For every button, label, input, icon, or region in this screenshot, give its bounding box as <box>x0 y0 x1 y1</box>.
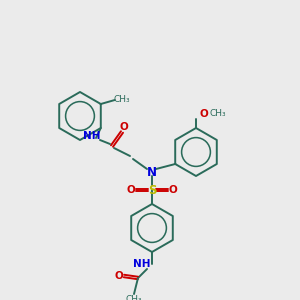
Text: N: N <box>147 166 157 178</box>
Text: CH₃: CH₃ <box>126 296 142 300</box>
Text: NH: NH <box>83 131 101 141</box>
Text: CH₃: CH₃ <box>209 110 226 118</box>
Text: O: O <box>200 109 209 119</box>
Text: O: O <box>115 271 123 281</box>
Text: CH₃: CH₃ <box>113 95 130 104</box>
Text: O: O <box>127 185 135 195</box>
Text: NH: NH <box>133 259 151 269</box>
Text: O: O <box>169 185 177 195</box>
Text: O: O <box>120 122 128 132</box>
Text: S: S <box>148 184 156 196</box>
